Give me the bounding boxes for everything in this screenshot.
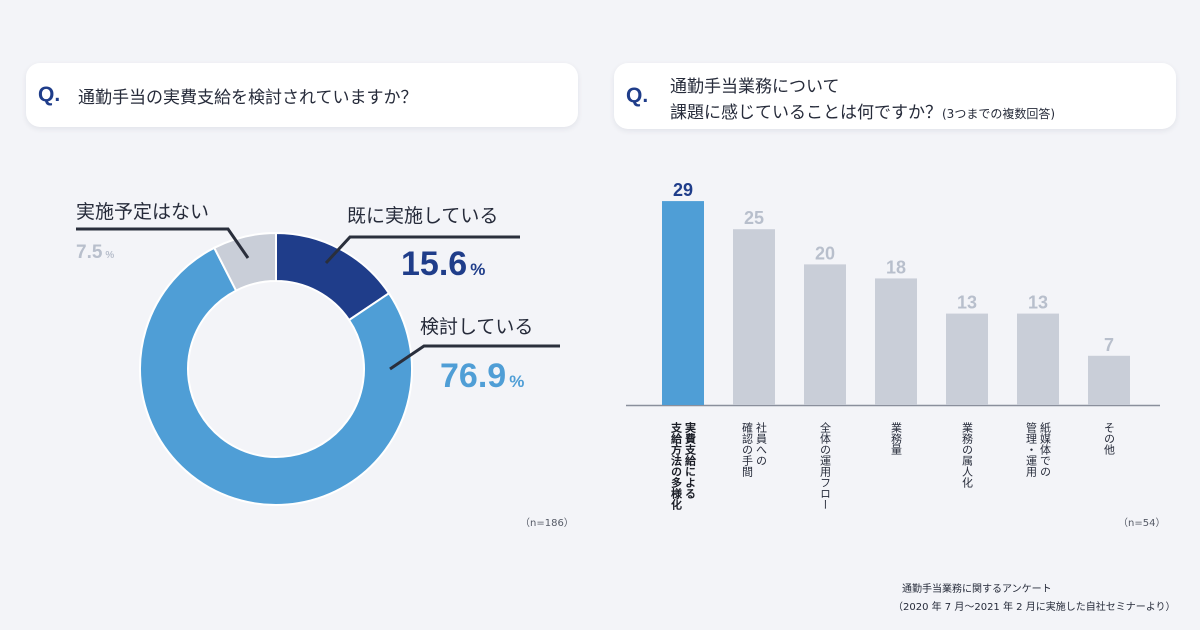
callout-line-no-plan: [76, 227, 250, 259]
bar-category-2: 全体の運用フロー: [819, 421, 832, 510]
question-2-line1: 通勤手当業務について: [670, 77, 840, 97]
bar-value-6: 7: [1104, 335, 1114, 355]
question-1-mark: Q.: [38, 83, 61, 106]
bar-category-1-line-0: 社員への: [755, 421, 768, 466]
bar-category-4: 業務の属人化: [961, 422, 974, 489]
donut-slice-considering: [139, 246, 413, 506]
bar-category-1-line-1: 確認の手間: [741, 421, 754, 478]
donut-sample-size: （n=186）: [520, 517, 574, 529]
bar-value-4: 13: [957, 293, 977, 313]
bar-category-3-line-0: 業務量: [890, 422, 903, 455]
bar-value-5: 13: [1028, 293, 1048, 313]
bar-0: [662, 201, 704, 405]
question-2-mark: Q.: [626, 84, 649, 107]
bar-6: [1088, 355, 1130, 405]
donut-slice-no-plan: [212, 231, 277, 292]
slice-label-implemented: 既に実施している: [347, 205, 498, 227]
slice-unit-considering: %: [509, 372, 524, 391]
source-line-1: 通勤手当業務に関するアンケート: [902, 584, 1052, 595]
bar-value-2: 20: [815, 243, 835, 263]
slice-label-considering: 検討している: [420, 316, 533, 338]
donut-chart: 既に実施している 15.6 % 検討している 76.9 % 実施予定はない 7.5%: [76, 201, 560, 506]
bar-category-6-line-0: その他: [1103, 422, 1116, 455]
bar-sample-size: （n=54）: [1118, 517, 1165, 529]
bar-1: [733, 229, 775, 405]
bar-category-5-line-0: 紙媒体での: [1039, 421, 1052, 477]
bar-value-0: 29: [673, 180, 693, 200]
slice-value-implemented: 15.6%: [401, 245, 485, 283]
bar-value-1: 25: [744, 208, 764, 228]
bar-category-4-line-0: 業務の属人化: [961, 422, 974, 489]
question-2-note: (3つまでの複数回答): [942, 107, 1055, 121]
bar-4: [946, 313, 988, 405]
bar-value-3: 18: [886, 257, 906, 277]
slice-value-no-plan: 7.5%: [76, 242, 114, 263]
source-line-2: （2020 年 7 月〜2021 年 2 月に実施した自社セミナーより）: [893, 602, 1176, 613]
slice-unit-no-plan: %: [105, 250, 114, 261]
question-2-line2-main: 課題に感じていることは何ですか？: [670, 103, 942, 123]
bar-5: [1017, 313, 1059, 405]
question-2-line2: 課題に感じていることは何ですか？(3つまでの複数回答): [670, 98, 1055, 123]
callout-line-considering: [389, 344, 560, 371]
bar-category-0-line-0: 実費支給による: [684, 421, 698, 500]
question-2-box: Q. 通勤手当業務について 課題に感じていることは何ですか？(3つまでの複数回答…: [614, 63, 1176, 129]
slice-value-considering: 76.9%: [440, 357, 524, 395]
slice-unit-implemented: %: [470, 260, 485, 279]
bar-category-2-line-0: 全体の運用フロー: [819, 421, 832, 510]
question-1-box: Q. 通勤手当の実費支給を検討されていますか？: [26, 63, 578, 127]
slice-label-no-plan: 実施予定はない: [76, 201, 209, 223]
question-1-text: 通勤手当の実費支給を検討されていますか？: [78, 88, 418, 108]
bar-category-3: 業務量: [890, 422, 903, 455]
bar-3: [875, 278, 917, 405]
bar-2: [804, 264, 846, 405]
bar-category-6: その他: [1103, 422, 1116, 455]
callout-line-implemented: [324, 235, 520, 265]
bar-category-5-line-1: 管理・運用: [1025, 421, 1038, 478]
bar-category-0-line-1: 支給方法の多様化: [670, 421, 684, 511]
